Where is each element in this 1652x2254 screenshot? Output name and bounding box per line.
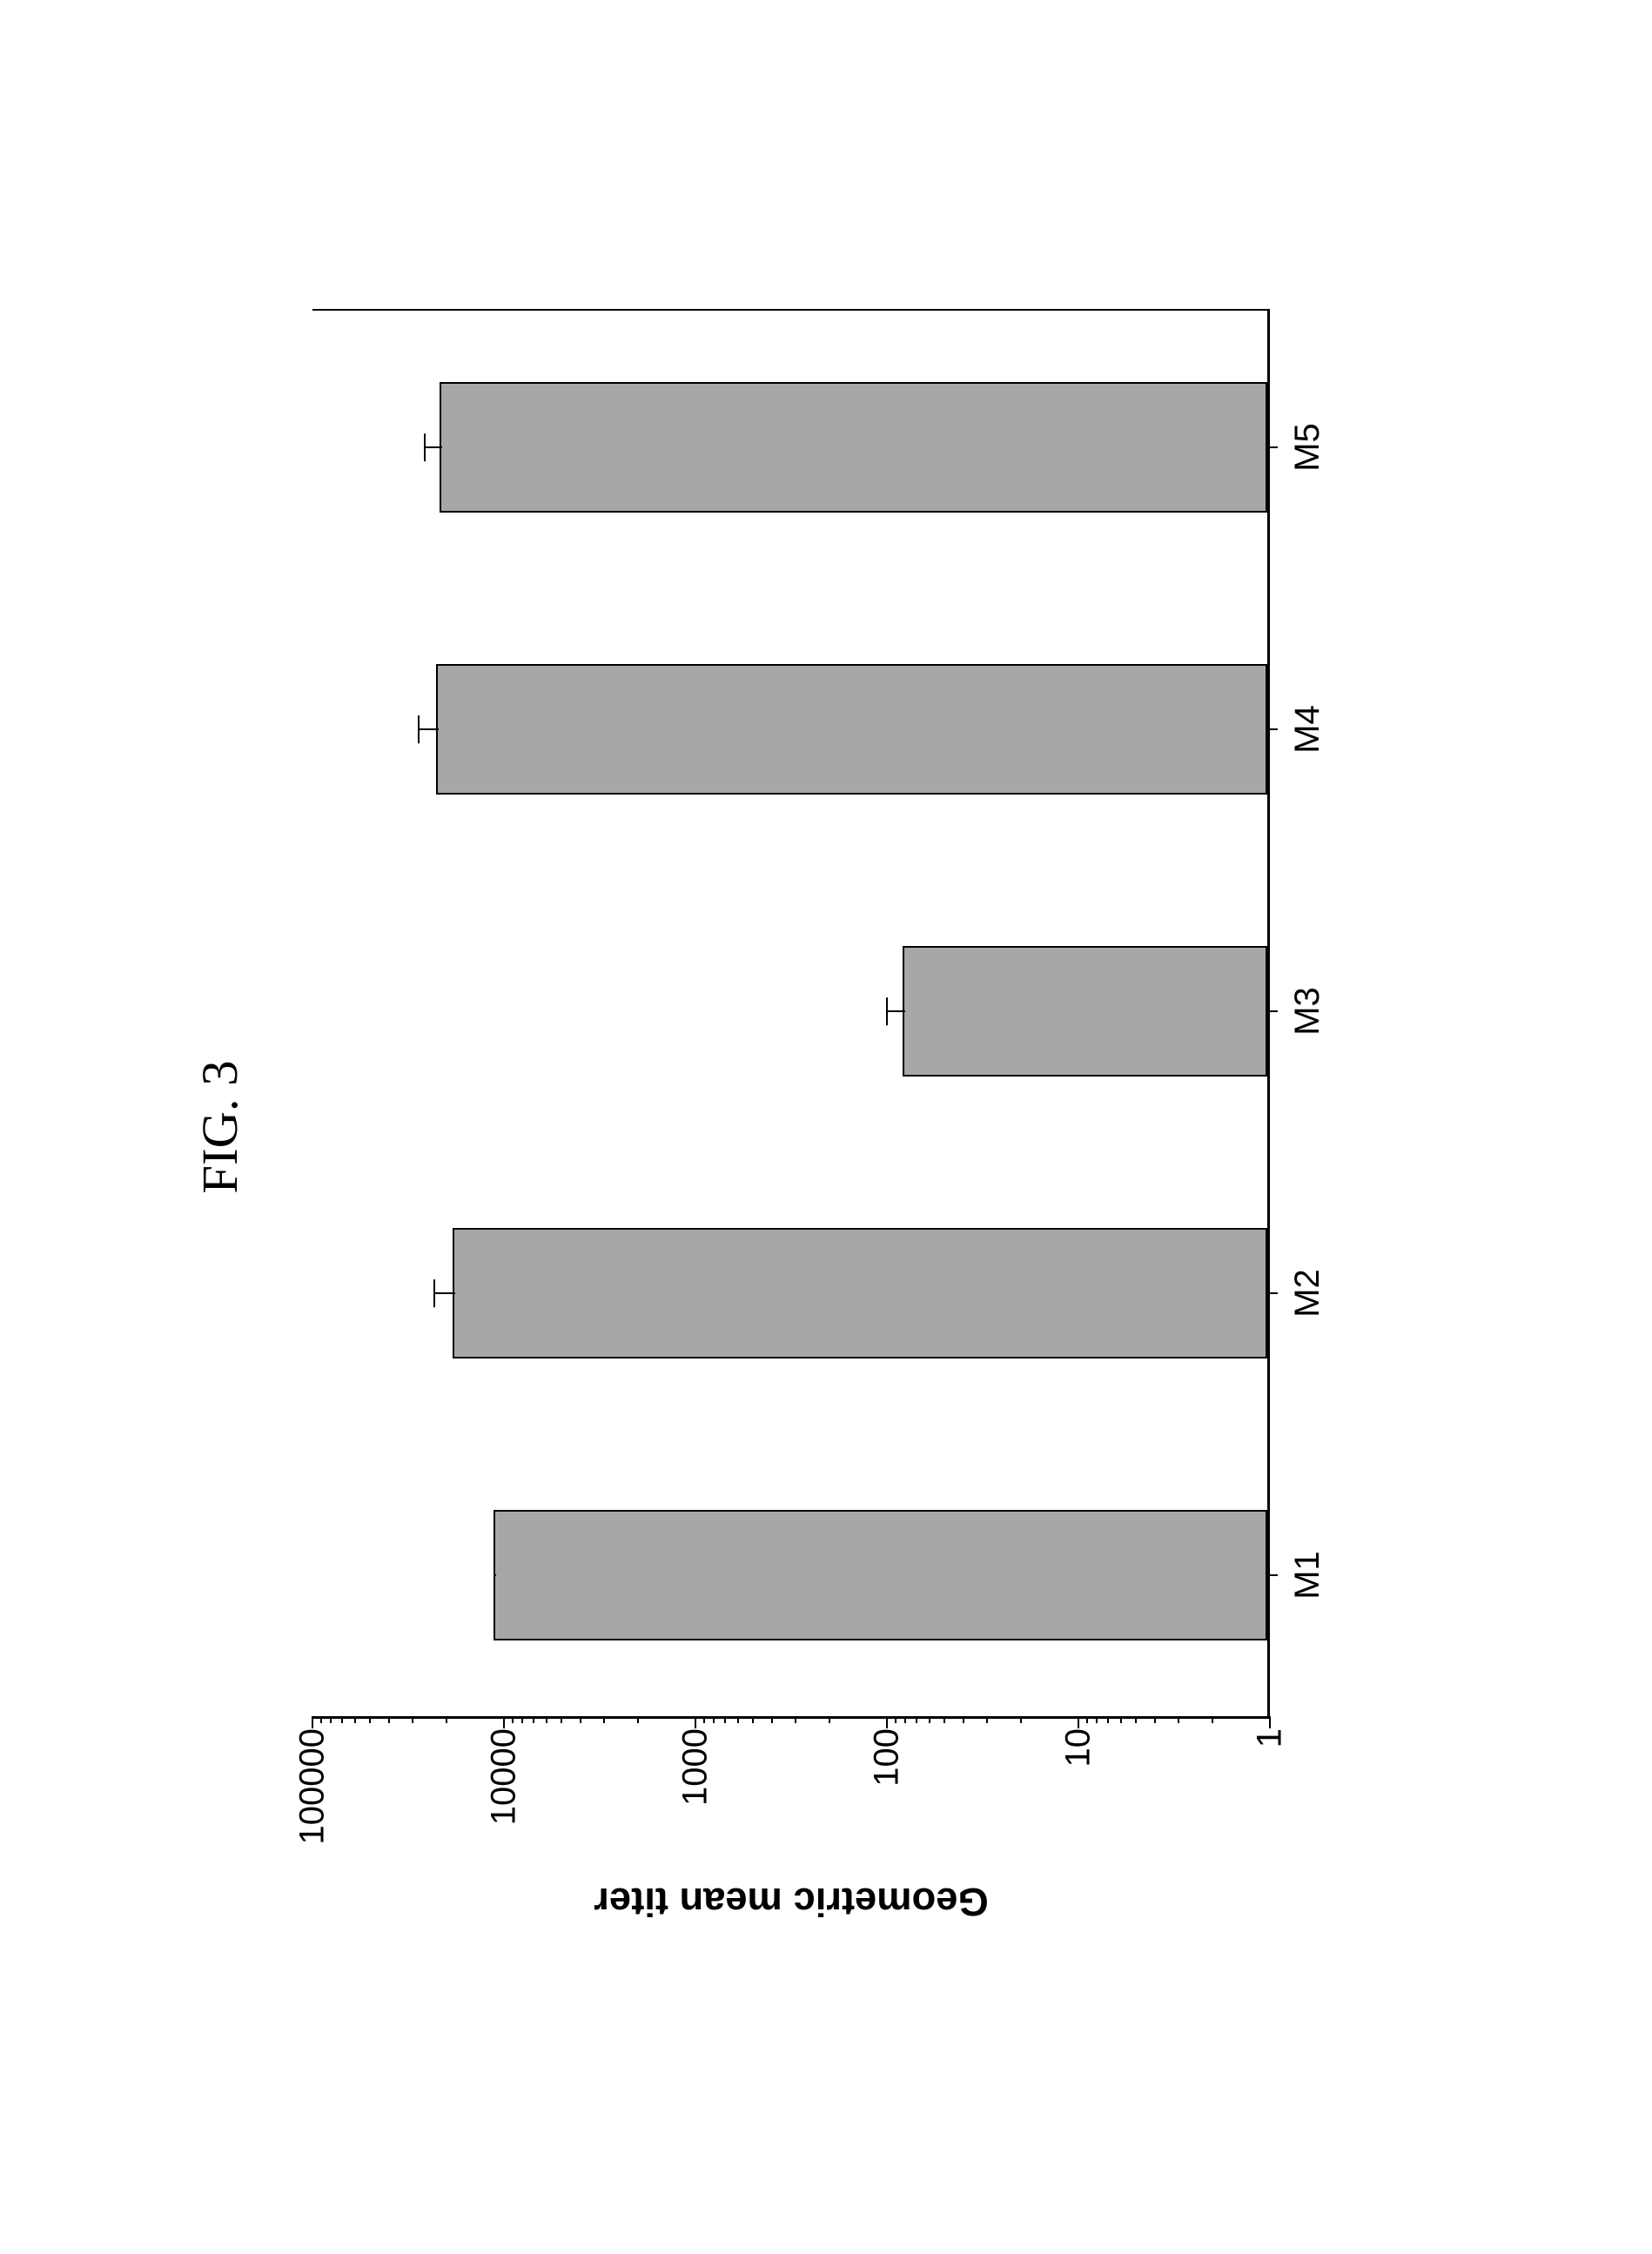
y-major-tick [695, 1716, 696, 1728]
x-tick-label: M2 [1288, 1269, 1327, 1318]
figure-canvas: FIG. 3 110100100010000100000M1M2M3M4M5 G… [138, 170, 1514, 2084]
y-minor-tick [446, 1716, 447, 1723]
y-major-tick [886, 1716, 888, 1728]
y-minor-tick [916, 1716, 917, 1723]
y-minor-tick [829, 1716, 830, 1723]
bar [440, 383, 1267, 513]
y-minor-tick [533, 1716, 534, 1723]
y-minor-tick [1154, 1716, 1156, 1723]
x-tick-mark [1267, 1010, 1278, 1012]
y-minor-tick [1120, 1716, 1122, 1723]
y-minor-tick [388, 1716, 390, 1723]
y-minor-tick [546, 1716, 547, 1723]
y-minor-tick [1178, 1716, 1179, 1723]
y-minor-tick [521, 1716, 523, 1723]
y-minor-tick [330, 1716, 332, 1723]
y-minor-tick [929, 1716, 930, 1723]
y-minor-tick [703, 1716, 705, 1723]
x-tick-mark [1267, 1574, 1278, 1576]
y-minor-tick [795, 1716, 796, 1723]
error-bar-stem [887, 1010, 905, 1012]
y-tick-label: 1000 [676, 1728, 715, 1806]
y-minor-tick [369, 1716, 371, 1723]
y-minor-tick [320, 1716, 322, 1723]
y-axis-title: Geometric mean titer [594, 1879, 988, 1924]
y-minor-tick [944, 1716, 945, 1723]
y-major-tick [312, 1716, 313, 1728]
bar [453, 1229, 1267, 1358]
y-major-tick [1078, 1716, 1079, 1728]
y-tick-label: 10 [1059, 1728, 1098, 1768]
page: FIG. 3 110100100010000100000M1M2M3M4M5 G… [0, 0, 1652, 2254]
y-minor-tick [904, 1716, 906, 1723]
y-minor-tick [752, 1716, 754, 1723]
y-minor-tick [1096, 1716, 1098, 1723]
y-minor-tick [561, 1716, 562, 1723]
x-tick-mark [1267, 728, 1278, 730]
x-tick-label: M3 [1288, 987, 1327, 1036]
y-minor-tick [1212, 1716, 1213, 1723]
y-minor-tick [713, 1716, 715, 1723]
error-bar-stem [434, 1292, 454, 1294]
x-tick-label: M4 [1288, 705, 1327, 754]
y-tick-label: 100000 [293, 1728, 332, 1844]
x-tick-mark [1267, 1292, 1278, 1294]
x-tick-label: M5 [1288, 423, 1327, 472]
y-minor-tick [963, 1716, 964, 1723]
y-minor-tick [1020, 1716, 1022, 1723]
x-tick-label: M1 [1288, 1551, 1327, 1600]
y-minor-tick [895, 1716, 897, 1723]
y-tick-label: 100 [868, 1728, 907, 1787]
error-bar-cap [418, 715, 420, 743]
figure-title: FIG. 3 [191, 1060, 249, 1193]
error-bar-cap [494, 1561, 495, 1589]
y-minor-tick [986, 1716, 988, 1723]
bar-chart-plot-area: 110100100010000100000M1M2M3M4M5 [312, 309, 1270, 1719]
y-minor-tick [1135, 1716, 1137, 1723]
rotated-figure-wrapper: FIG. 3 110100100010000100000M1M2M3M4M5 G… [138, 170, 1514, 2084]
y-minor-tick [1107, 1716, 1109, 1723]
error-bar-cap [433, 1279, 435, 1307]
bar [494, 1511, 1267, 1640]
y-major-tick [1269, 1716, 1271, 1728]
y-major-tick [503, 1716, 505, 1728]
y-tick-label: 10000 [485, 1728, 524, 1825]
y-minor-tick [724, 1716, 726, 1723]
error-bar-stem [425, 446, 442, 448]
y-minor-tick [771, 1716, 773, 1723]
y-minor-tick [412, 1716, 413, 1723]
x-tick-mark [1267, 446, 1278, 448]
y-minor-tick [354, 1716, 356, 1723]
y-minor-tick [603, 1716, 605, 1723]
y-minor-tick [637, 1716, 639, 1723]
y-minor-tick [580, 1716, 581, 1723]
y-tick-label: 1 [1251, 1728, 1290, 1748]
y-minor-tick [737, 1716, 739, 1723]
y-minor-tick [341, 1716, 343, 1723]
bar [436, 665, 1267, 795]
error-bar-cap [886, 997, 888, 1025]
y-minor-tick [1086, 1716, 1088, 1723]
y-minor-tick [512, 1716, 514, 1723]
bar [903, 947, 1267, 1077]
error-bar-stem [419, 728, 439, 730]
error-bar-cap [424, 433, 426, 461]
